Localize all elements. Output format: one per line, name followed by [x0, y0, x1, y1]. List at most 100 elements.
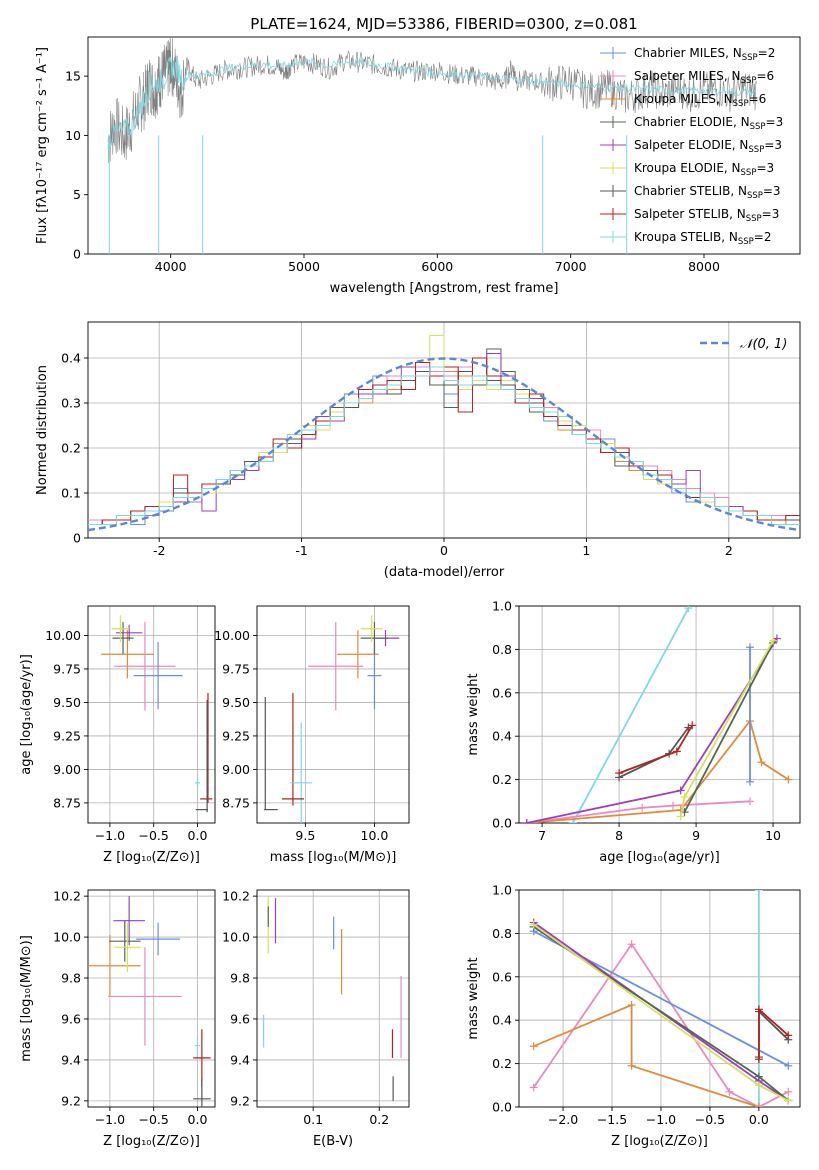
legend-label: Salpeter MILES, NSSP=6 — [634, 69, 774, 86]
y-axis-label: Normed distribution — [35, 365, 50, 495]
y-axis-label: age [log₁₀(age/yr)] — [19, 654, 34, 775]
y-tick-label: 10 — [65, 128, 81, 143]
y-tick-label: 0.0 — [492, 1100, 512, 1115]
x-tick-label: 10.0 — [361, 828, 389, 843]
legend-label: Kroupa STELIB, NSSP=2 — [634, 230, 772, 247]
weight-line-Salpeter MILES — [526, 800, 751, 823]
histogram-Kroupa STELIB — [88, 366, 800, 525]
axes-frame — [256, 889, 410, 1108]
weight-line-Salpeter ELODIE — [526, 638, 778, 823]
y-tick-label: 10.00 — [45, 628, 81, 643]
y-tick-label: 9.2 — [61, 1093, 81, 1108]
x-axis-label: E(B-V) — [313, 1134, 353, 1149]
y-tick-label: 0 — [73, 247, 81, 262]
y-tick-label: 0.1 — [61, 486, 81, 501]
y-tick-label: 0.2 — [492, 1056, 512, 1071]
y-tick-label: 15 — [65, 69, 81, 84]
spectrum-series-model — [107, 56, 757, 149]
x-tick-label: −1.0 — [95, 1112, 125, 1127]
weight-line-Chabrier MILES — [533, 930, 789, 1067]
gaussian-curve — [88, 357, 800, 532]
y-tick-label: 0.0 — [492, 816, 512, 831]
legend: Chabrier MILES, NSSP=2 Salpeter MILES, NS… — [600, 46, 783, 247]
x-tick-label: 5000 — [288, 259, 320, 274]
weight-line-Chabrier STELIB — [758, 1009, 789, 1058]
axes-frame — [87, 36, 801, 255]
y-tick-label: 8.75 — [53, 795, 81, 810]
legend-label: Chabrier ELODIE, NSSP=3 — [634, 115, 783, 132]
y-tick-label: 10.00 — [214, 628, 250, 643]
x-tick-label: −0.5 — [695, 1112, 725, 1127]
y-tick-label: 10.2 — [222, 889, 250, 904]
y-tick-label: 9.8 — [61, 971, 81, 986]
x-tick-label: -1 — [295, 543, 307, 558]
histogram-steps — [88, 335, 800, 532]
y-tick-label: 9.6 — [61, 1011, 81, 1026]
x-axis-label: Z [log₁₀(Z/Z⊙)] — [103, 1134, 200, 1149]
legend-label: Salpeter ELODIE, NSSP=3 — [634, 138, 782, 155]
y-axis-label: mass weight — [466, 957, 481, 1039]
y-tick-label: 9.8 — [230, 971, 250, 986]
y-tick-label: 9.00 — [222, 762, 250, 777]
y-tick-label: 9.50 — [53, 695, 81, 710]
x-tick-label: 1 — [582, 543, 590, 558]
age_vs_z-axes: −1.0 −0.5 0.0 8.75 9.00 9.25 9.50 9.75 10.00 Z [l… — [19, 605, 216, 865]
y-tick-label: 0 — [73, 531, 81, 546]
mass_vs_ebv-points — [263, 896, 402, 1101]
y-tick-label: 0.4 — [492, 729, 512, 744]
axes-frame — [87, 889, 216, 1108]
residual_histogram-axes: -2 -1 0 1 2 0 0.1 0.2 0.3 0.4 (data-model)/error No… — [35, 321, 801, 580]
y-axis-label: Flux [fλ10⁻¹⁷ erg cm⁻² s⁻¹ A⁻¹] — [35, 47, 50, 244]
age_vs_mass-axes: 9.5 10.0 8.75 9.00 9.25 9.50 9.75 10.00 mass [lo… — [214, 605, 410, 865]
y-tick-label: 9.2 — [230, 1093, 250, 1108]
spectrum-series-data — [107, 37, 757, 164]
axes-frame — [518, 605, 801, 824]
y-tick-label: 0.4 — [61, 351, 81, 366]
x-tick-label: 0.0 — [749, 1112, 769, 1127]
y-axis-label: mass [log₁₀(M/M⊙)] — [19, 935, 34, 1062]
x-tick-label: 9 — [692, 828, 700, 843]
y-tick-label: 1.0 — [492, 883, 512, 898]
x-tick-label: 2 — [725, 543, 733, 558]
y-tick-label: 9.4 — [61, 1052, 81, 1067]
weight_vs_age-axes: 7 8 9 10 0.0 0.2 0.4 0.6 0.8 1.0 age [log₁₀(age/yr… — [466, 599, 801, 865]
y-tick-label: 0.6 — [492, 685, 512, 700]
x-tick-label: 6000 — [421, 259, 453, 274]
legend-label: Salpeter STELIB, NSSP=3 — [634, 207, 779, 224]
weight_vs_z-axes: −2.0 −1.5 −1.0 −0.5 0.0 0.0 0.2 0.4 0.6 0.8 1.0 Z [… — [466, 883, 801, 1149]
legend-label: Kroupa MILES, NSSP=6 — [634, 92, 766, 109]
x-axis-label: wavelength [Angstrom, rest frame] — [330, 281, 559, 296]
legend-label: Chabrier MILES, NSSP=2 — [634, 46, 775, 63]
x-tick-label: −0.5 — [139, 828, 169, 843]
weight-line-Kroupa STELIB — [572, 607, 690, 823]
y-tick-label: 9.00 — [53, 762, 81, 777]
x-tick-label: 0 — [440, 543, 448, 558]
histogram-legend: 𝒩(0, 1) — [700, 337, 787, 352]
y-tick-label: 9.25 — [222, 728, 250, 743]
y-tick-label: 9.75 — [222, 661, 250, 676]
y-tick-label: 0.4 — [492, 1013, 512, 1028]
x-tick-label: −2.0 — [548, 1112, 578, 1127]
y-tick-label: 0.6 — [492, 969, 512, 984]
x-axis-label: (data-model)/error — [384, 565, 505, 580]
weight-line-Salpeter STELIB — [618, 724, 693, 774]
y-axis-label: mass weight — [466, 673, 481, 755]
spectrum-lines — [107, 37, 757, 254]
x-tick-label: −1.0 — [95, 828, 125, 843]
y-tick-label: 10.2 — [53, 889, 81, 904]
y-tick-label: 0.3 — [61, 396, 81, 411]
chart-title: PLATE=1624, MJD=53386, FIBERID=0300, z=0… — [250, 15, 637, 33]
x-tick-label: 8 — [615, 828, 623, 843]
y-tick-label: 0.8 — [492, 642, 512, 657]
y-tick-label: 9.25 — [53, 728, 81, 743]
legend-label: Chabrier STELIB, NSSP=3 — [634, 184, 781, 201]
x-tick-label: -2 — [153, 543, 165, 558]
y-tick-label: 8.75 — [222, 795, 250, 810]
y-tick-label: 1.0 — [492, 599, 512, 614]
mass_vs_ebv-axes: 0.1 0.2 9.2 9.4 9.6 9.8 10.0 10.2 E(B-V) — [222, 889, 410, 1149]
mass_vs_z-points — [88, 896, 211, 1107]
x-tick-label: 0.0 — [188, 828, 208, 843]
axes-frame — [518, 889, 801, 1108]
axes-frame — [87, 605, 216, 824]
